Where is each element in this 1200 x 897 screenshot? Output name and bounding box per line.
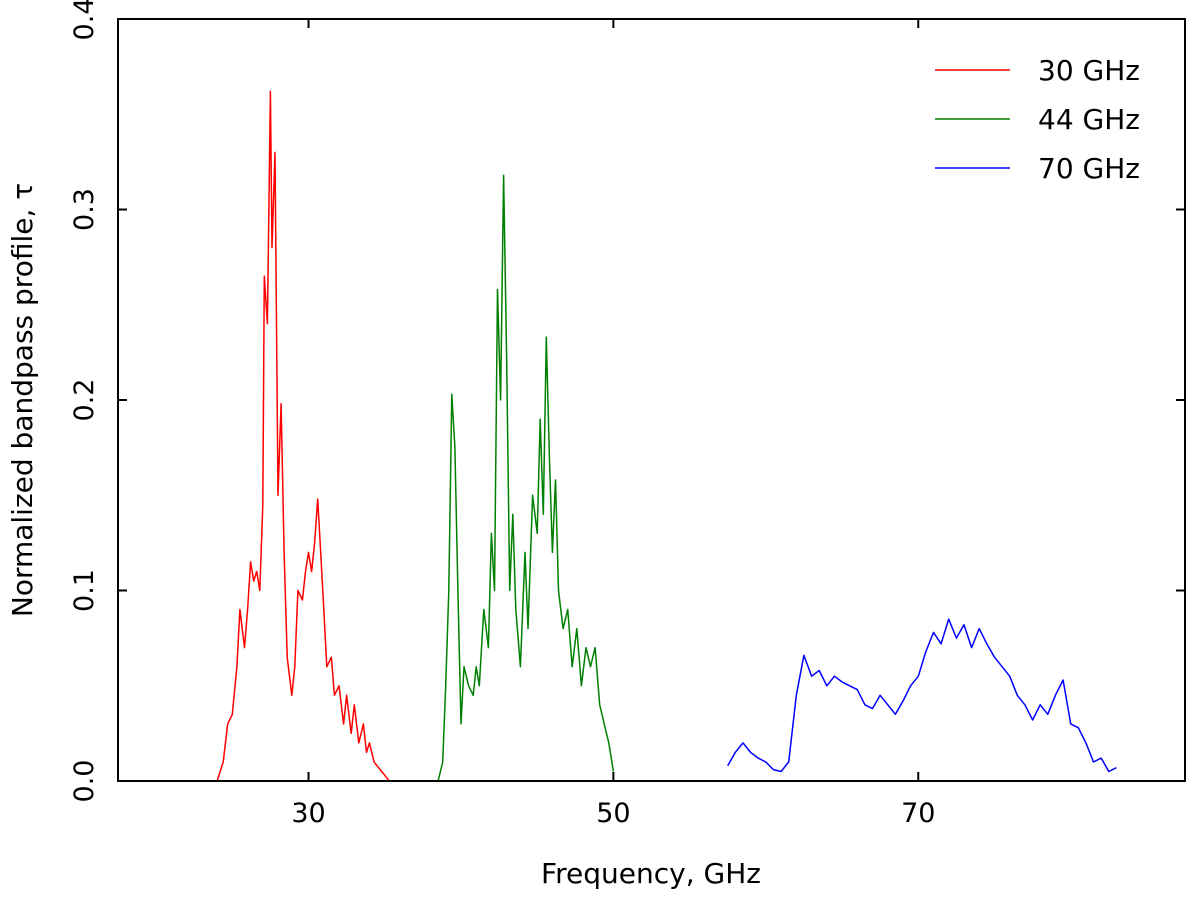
y-tick-label: 0.2: [69, 379, 100, 422]
y-tick-label: 0.1: [69, 569, 100, 612]
y-tick-label: 0.3: [69, 188, 100, 231]
series-line-70-ghz: [727, 618, 1117, 773]
x-tick-label: 30: [291, 798, 325, 829]
y-tick-label: 0.0: [69, 760, 100, 803]
x-axis-label: Frequency, GHz: [541, 857, 761, 890]
series-layer: [216, 90, 1117, 782]
x-tick-label: 70: [901, 798, 935, 829]
y-axis-label: Normalized bandpass profile, τ: [6, 183, 39, 617]
axis-ticks: 30 50 70 0.0 0.1 0.2 0.3 0.4: [69, 0, 1185, 829]
legend-label: 44 GHz: [1038, 103, 1140, 136]
legend: 30 GHz 44 GHz 70 GHz: [935, 54, 1140, 185]
x-tick-label: 50: [596, 798, 630, 829]
y-tick-label: 0.4: [69, 0, 100, 40]
legend-label: 70 GHz: [1038, 152, 1140, 185]
plot-area-frame: [117, 18, 1186, 782]
series-line-44-ghz: [437, 174, 615, 782]
series-line-30-ghz: [216, 90, 390, 782]
legend-label: 30 GHz: [1038, 54, 1140, 87]
